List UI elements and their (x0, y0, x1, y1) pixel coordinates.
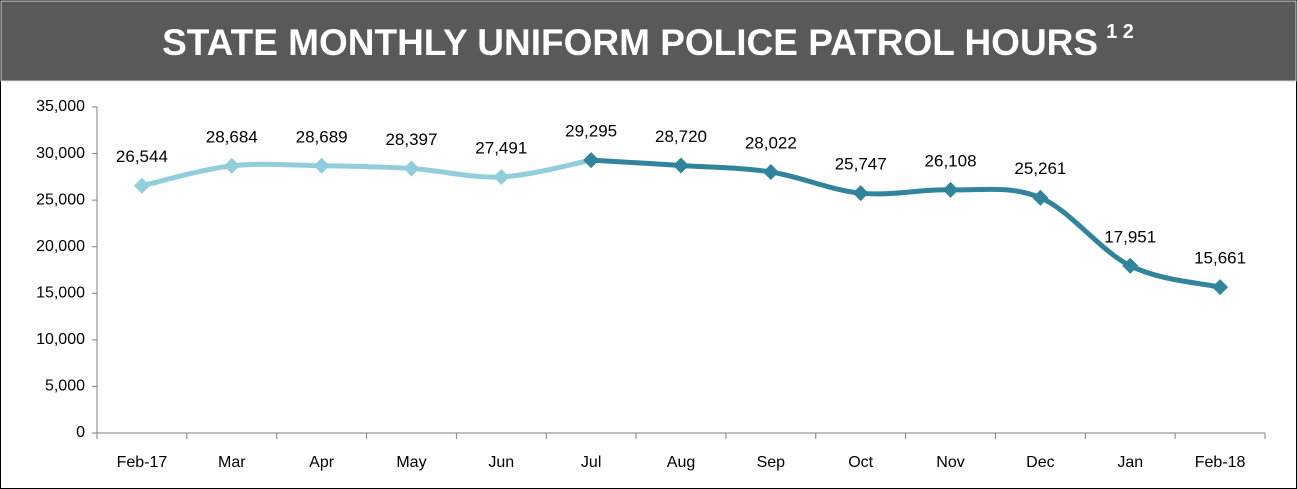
chart-title: STATE MONTHLY UNIFORM POLICE PATROL HOUR… (162, 21, 1134, 63)
x-tick-label: May (396, 454, 426, 471)
marker (1122, 257, 1139, 274)
x-tick-label: Apr (309, 454, 335, 471)
x-tick-label: Jan (1117, 454, 1143, 471)
marker (223, 157, 240, 174)
marker (133, 177, 150, 194)
x-tick-label: Sep (757, 454, 786, 471)
x-tick-label: Jul (581, 454, 601, 471)
y-tick-label: 20,000 (36, 238, 85, 255)
y-tick-label: 10,000 (36, 331, 85, 348)
y-tick-label: 35,000 (36, 98, 85, 115)
y-tick-label: 0 (76, 424, 85, 441)
line (591, 157, 1221, 290)
marker (673, 157, 689, 174)
marker (493, 168, 510, 185)
x-tick-label: Mar (218, 454, 246, 471)
marker (583, 152, 600, 169)
x-tick-label: Oct (848, 454, 873, 471)
data-label: 25,261 (1014, 159, 1066, 178)
data-label: 28,684 (206, 127, 258, 146)
y-tick-label: 30,000 (36, 145, 85, 162)
data-label: 26,544 (116, 147, 168, 166)
y-tick-label: 15,000 (36, 285, 85, 302)
x-tick-label: Feb-17 (117, 454, 168, 471)
data-label: 28,022 (745, 133, 797, 152)
data-label: 28,720 (655, 127, 707, 146)
data-label: 28,689 (296, 127, 348, 146)
x-tick-label: Feb-18 (1195, 454, 1246, 471)
marker (762, 163, 779, 180)
marker (1032, 189, 1049, 206)
x-tick-label: Dec (1026, 454, 1054, 471)
data-label: 26,108 (925, 151, 977, 170)
data-label: 25,747 (835, 155, 887, 174)
marker (1212, 279, 1229, 296)
data-label: 29,295 (565, 122, 617, 141)
line (141, 157, 592, 189)
x-tick-label: Aug (667, 454, 695, 471)
data-label: 27,491 (475, 138, 527, 157)
marker (313, 157, 330, 174)
data-label: 28,397 (385, 130, 437, 149)
y-tick-label: 25,000 (36, 191, 85, 208)
title-bar (0, 0, 1297, 82)
marker (852, 185, 869, 202)
title-text: STATE MONTHLY UNIFORM POLICE PATROL HOUR… (162, 22, 1098, 63)
y-tick-label: 5,000 (45, 378, 85, 395)
data-label: 15,661 (1194, 249, 1246, 268)
marker (403, 160, 420, 177)
x-tick-label: Nov (936, 454, 964, 471)
marker (942, 181, 959, 198)
data-label: 17,951 (1104, 227, 1156, 246)
title-notes: 1 2 (1106, 21, 1134, 43)
x-tick-label: Jun (488, 454, 514, 471)
